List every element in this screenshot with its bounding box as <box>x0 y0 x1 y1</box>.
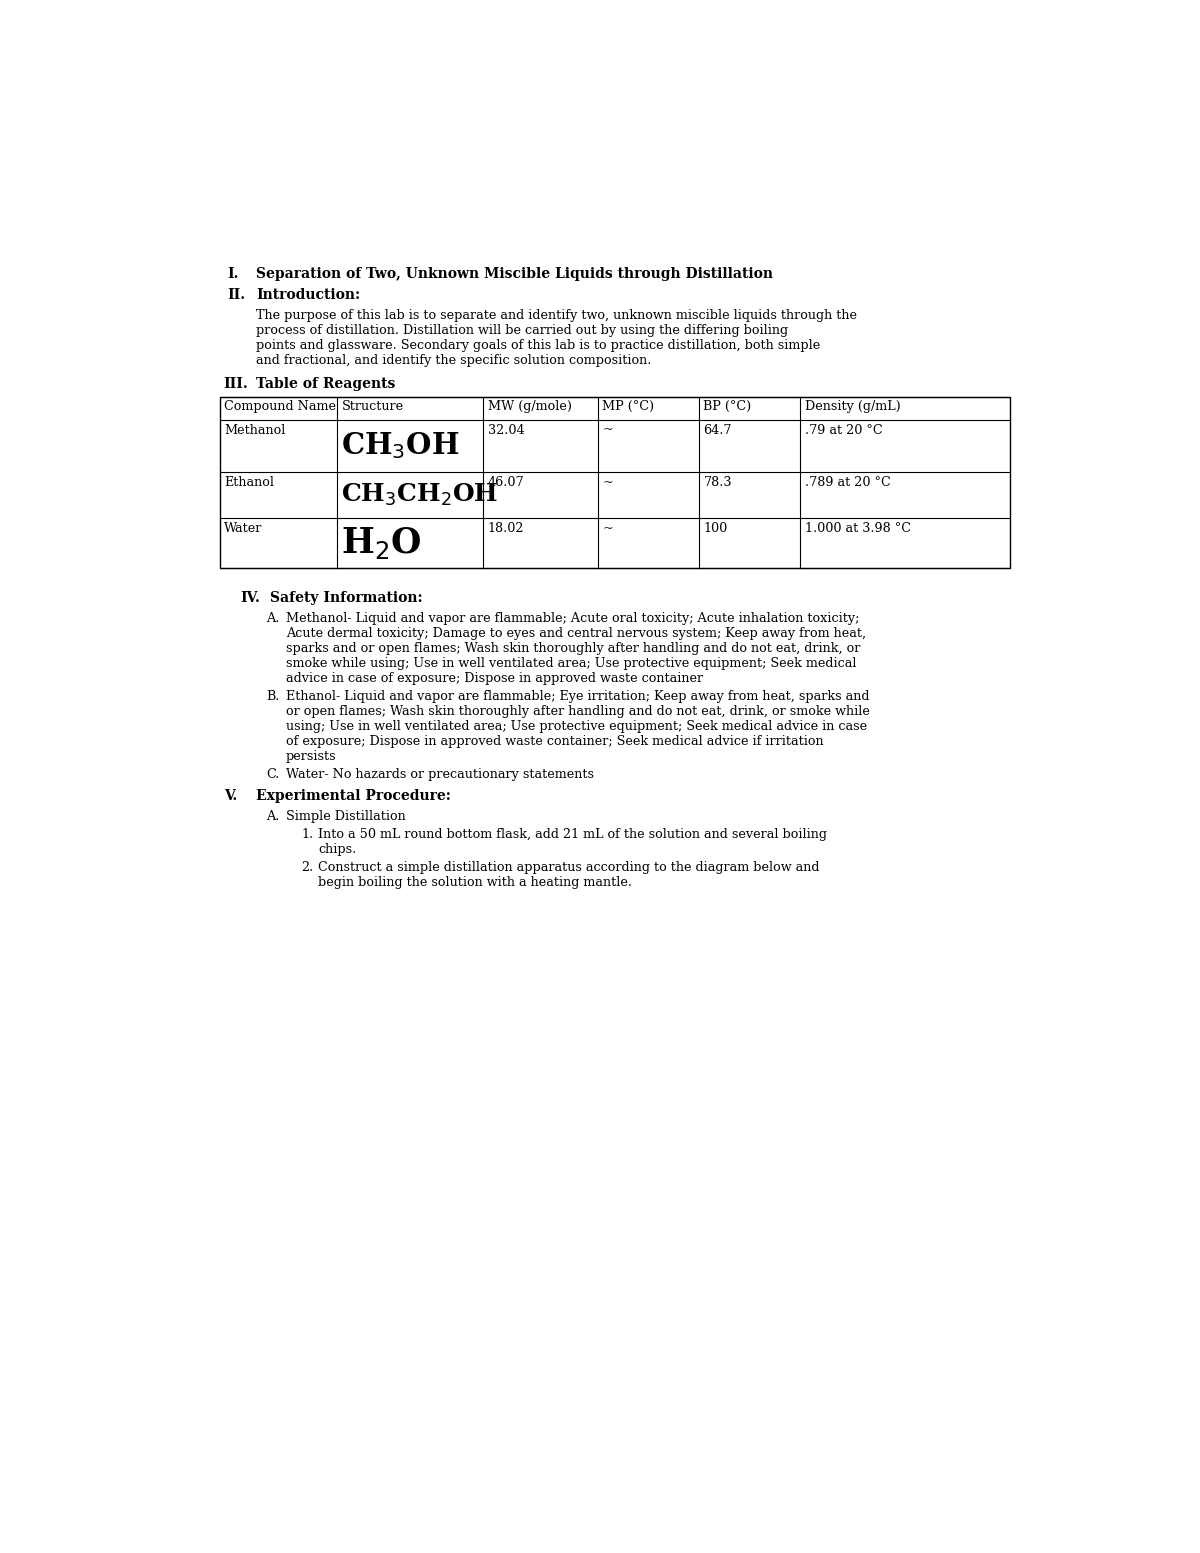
Text: 18.02: 18.02 <box>487 522 524 536</box>
Text: using; Use in well ventilated area; Use protective equipment; Seek medical advic: using; Use in well ventilated area; Use … <box>286 721 866 733</box>
Text: smoke while using; Use in well ventilated area; Use protective equipment; Seek m: smoke while using; Use in well ventilate… <box>286 657 856 671</box>
Text: Methanol: Methanol <box>224 424 286 436</box>
Text: chips.: chips. <box>318 843 356 856</box>
Text: III.: III. <box>223 376 248 390</box>
Text: MP (°C): MP (°C) <box>602 401 654 413</box>
Text: begin boiling the solution with a heating mantle.: begin boiling the solution with a heatin… <box>318 876 632 890</box>
Text: 100: 100 <box>703 522 727 536</box>
Text: sparks and or open flames; Wash skin thoroughly after handling and do not eat, d: sparks and or open flames; Wash skin tho… <box>286 643 860 655</box>
Text: .79 at 20 °C: .79 at 20 °C <box>805 424 882 436</box>
Text: CH$_3$OH: CH$_3$OH <box>341 430 460 461</box>
Text: ~: ~ <box>602 424 613 436</box>
Text: Ethanol- Liquid and vapor are flammable; Eye irritation; Keep away from heat, sp: Ethanol- Liquid and vapor are flammable;… <box>286 691 869 704</box>
Text: 2.: 2. <box>301 862 313 874</box>
Text: Density (g/mL): Density (g/mL) <box>805 401 900 413</box>
Text: Into a 50 mL round bottom flask, add 21 mL of the solution and several boiling: Into a 50 mL round bottom flask, add 21 … <box>318 828 827 842</box>
Text: Methanol- Liquid and vapor are flammable; Acute oral toxicity; Acute inhalation : Methanol- Liquid and vapor are flammable… <box>286 612 859 626</box>
Text: ~: ~ <box>602 475 613 489</box>
Text: A.: A. <box>266 612 280 626</box>
Text: B.: B. <box>266 691 280 704</box>
Text: advice in case of exposure; Dispose in approved waste container: advice in case of exposure; Dispose in a… <box>286 672 703 685</box>
Text: process of distillation. Distillation will be carried out by using the differing: process of distillation. Distillation wi… <box>256 325 788 337</box>
Text: and fractional, and identify the specific solution composition.: and fractional, and identify the specifi… <box>256 354 652 367</box>
Text: Structure: Structure <box>341 401 403 413</box>
Text: or open flames; Wash skin thoroughly after handling and do not eat, drink, or sm: or open flames; Wash skin thoroughly aft… <box>286 705 870 719</box>
Text: Water- No hazards or precautionary statements: Water- No hazards or precautionary state… <box>286 769 594 781</box>
Text: Ethanol: Ethanol <box>224 475 275 489</box>
Text: persists: persists <box>286 750 336 764</box>
Text: BP (°C): BP (°C) <box>703 401 751 413</box>
Text: Construct a simple distillation apparatus according to the diagram below and: Construct a simple distillation apparatu… <box>318 862 820 874</box>
Text: CH$_3$CH$_2$OH: CH$_3$CH$_2$OH <box>341 481 499 508</box>
Text: 32.04: 32.04 <box>487 424 524 436</box>
Text: Simple Distillation: Simple Distillation <box>286 809 406 823</box>
Text: IV.: IV. <box>241 592 260 606</box>
Text: H$_2$O: H$_2$O <box>341 525 422 561</box>
Text: V.: V. <box>223 789 236 803</box>
Text: Introduction:: Introduction: <box>256 287 360 301</box>
Text: Experimental Procedure:: Experimental Procedure: <box>256 789 451 803</box>
Text: Table of Reagents: Table of Reagents <box>256 376 396 390</box>
Text: 78.3: 78.3 <box>703 475 732 489</box>
Text: MW (g/mole): MW (g/mole) <box>487 401 571 413</box>
Text: of exposure; Dispose in approved waste container; Seek medical advice if irritat: of exposure; Dispose in approved waste c… <box>286 736 823 749</box>
Text: Water: Water <box>224 522 263 536</box>
Text: Compound Name: Compound Name <box>224 401 336 413</box>
Text: The purpose of this lab is to separate and identify two, unknown miscible liquid: The purpose of this lab is to separate a… <box>256 309 857 321</box>
Text: C.: C. <box>266 769 280 781</box>
Text: 1.000 at 3.98 °C: 1.000 at 3.98 °C <box>805 522 911 536</box>
Text: ~: ~ <box>602 522 613 536</box>
Text: Separation of Two, Unknown Miscible Liquids through Distillation: Separation of Two, Unknown Miscible Liqu… <box>256 267 773 281</box>
Text: 1.: 1. <box>301 828 313 842</box>
Text: I.: I. <box>228 267 239 281</box>
Text: Acute dermal toxicity; Damage to eyes and central nervous system; Keep away from: Acute dermal toxicity; Damage to eyes an… <box>286 627 865 640</box>
Text: Safety Information:: Safety Information: <box>270 592 422 606</box>
Text: 64.7: 64.7 <box>703 424 732 436</box>
Bar <box>220 396 1010 568</box>
Text: A.: A. <box>266 809 280 823</box>
Text: II.: II. <box>228 287 246 301</box>
Text: points and glassware. Secondary goals of this lab is to practice distillation, b: points and glassware. Secondary goals of… <box>256 339 821 353</box>
Text: .789 at 20 °C: .789 at 20 °C <box>805 475 890 489</box>
Text: 46.07: 46.07 <box>487 475 524 489</box>
